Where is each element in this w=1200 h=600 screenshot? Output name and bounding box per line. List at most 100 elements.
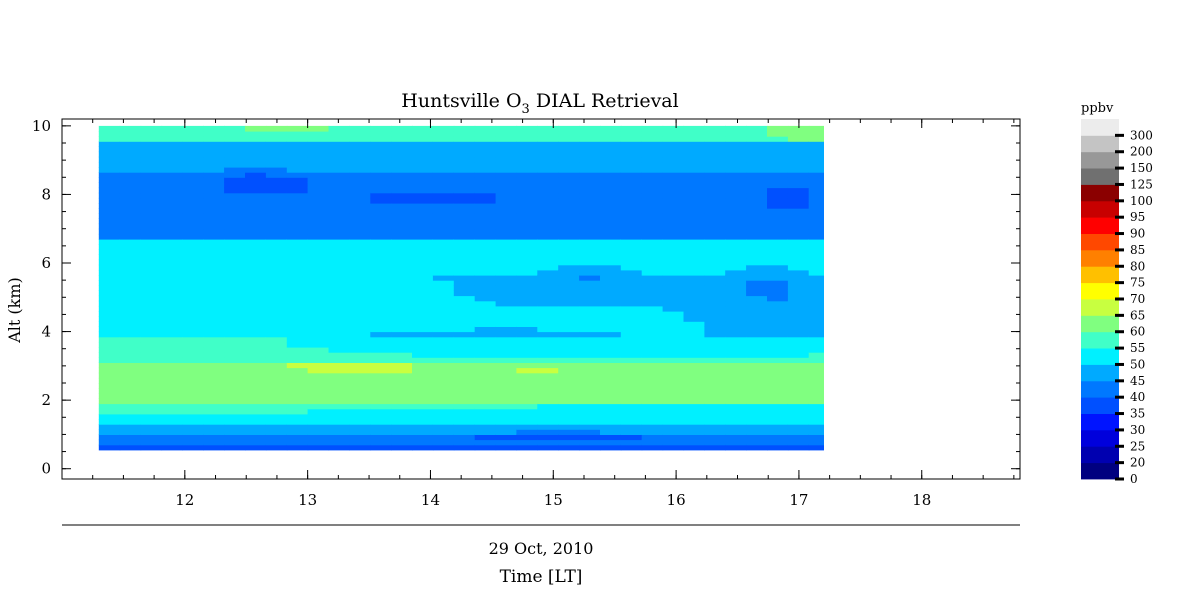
heatmap-cell: [203, 357, 225, 363]
heatmap-cell: [140, 182, 163, 189]
heatmap-cell: [224, 367, 246, 374]
heatmap-cell: [495, 403, 518, 410]
heatmap-cell: [161, 213, 183, 219]
heatmap-cell: [453, 321, 476, 327]
heatmap-cell: [704, 275, 726, 281]
heatmap-cell: [432, 413, 455, 420]
heatmap-cell: [787, 285, 810, 291]
heatmap-cell: [161, 444, 183, 451]
heatmap-cell: [474, 383, 497, 389]
heatmap-cell: [558, 228, 580, 235]
heatmap-cell: [140, 331, 163, 338]
heatmap-cell: [307, 367, 330, 374]
heatmap-cell: [245, 167, 267, 173]
heatmap-cell: [224, 187, 246, 194]
heatmap-cell: [391, 434, 413, 441]
heatmap-cell: [224, 372, 246, 379]
heatmap-cell: [683, 367, 705, 374]
heatmap-cell: [224, 125, 246, 132]
heatmap-cell: [328, 347, 350, 353]
heatmap-cell: [140, 413, 163, 420]
heatmap-cell: [98, 316, 121, 322]
heatmap-cell: [203, 295, 225, 302]
heatmap-cell: [224, 434, 246, 441]
heatmap-cell: [453, 341, 476, 348]
heatmap-cell: [641, 264, 664, 271]
heatmap-cell: [391, 228, 413, 235]
y-axis-label: Alt (km): [5, 277, 24, 344]
heatmap-cell: [808, 300, 824, 307]
heatmap-cell: [474, 187, 497, 194]
heatmap-cell: [808, 388, 824, 394]
heatmap-cell: [579, 408, 601, 415]
heatmap-cell: [787, 244, 810, 250]
heatmap-cell: [370, 398, 392, 405]
heatmap-cell: [537, 424, 559, 430]
heatmap-cell: [391, 254, 413, 261]
heatmap-cell: [98, 336, 121, 343]
heatmap-cell: [140, 172, 163, 178]
heatmap-cell: [662, 444, 685, 451]
heatmap-cell: [349, 336, 371, 343]
heatmap-cell: [412, 233, 434, 240]
heatmap-cell: [683, 167, 705, 173]
heatmap-cell: [286, 424, 309, 430]
heatmap-cell: [349, 141, 371, 147]
heatmap-cell: [224, 398, 246, 405]
heatmap-cell: [808, 177, 824, 183]
heatmap-cell: [349, 305, 371, 312]
heatmap-cell: [203, 233, 225, 240]
heatmap-cell: [808, 244, 824, 250]
heatmap-cell: [224, 197, 246, 204]
heatmap-cell: [600, 316, 622, 322]
heatmap-cell: [265, 290, 288, 297]
heatmap-cell: [224, 218, 246, 225]
heatmap-cell: [579, 228, 601, 235]
heatmap-cell: [767, 213, 789, 219]
heatmap-cell: [662, 434, 685, 441]
heatmap-cell: [412, 285, 434, 291]
heatmap-cell: [412, 203, 434, 209]
heatmap-cell: [746, 203, 768, 209]
heatmap-cell: [203, 223, 225, 230]
heatmap-cell: [161, 259, 183, 266]
heatmap-cell: [224, 424, 246, 430]
heatmap-cell: [453, 444, 476, 451]
heatmap-cell: [453, 203, 476, 209]
heatmap-cell: [98, 357, 121, 363]
heatmap-cell: [98, 239, 121, 245]
heatmap-cell: [98, 259, 121, 266]
heatmap-cell: [453, 372, 476, 379]
heatmap-cell: [620, 203, 643, 209]
heatmap-cell: [98, 444, 121, 451]
heatmap-cell: [495, 331, 518, 338]
heatmap-cell: [307, 239, 330, 245]
heatmap-cell: [683, 187, 705, 194]
heatmap-cell: [265, 295, 288, 302]
heatmap-cell: [432, 311, 455, 317]
heatmap-cell: [328, 377, 350, 384]
heatmap-cell: [432, 244, 455, 250]
heatmap-cell: [620, 285, 643, 291]
heatmap-cell: [683, 377, 705, 384]
heatmap-cell: [224, 136, 246, 142]
heatmap-cell: [119, 336, 142, 343]
heatmap-cell: [641, 285, 664, 291]
heatmap-cell: [349, 208, 371, 214]
heatmap-cell: [349, 311, 371, 317]
heatmap-cell: [579, 249, 601, 255]
heatmap-cell: [119, 280, 142, 286]
heatmap-cell: [641, 300, 664, 307]
heatmap-cell: [245, 408, 267, 415]
heatmap-cell: [558, 383, 580, 389]
heatmap-cell: [245, 403, 267, 410]
heatmap-cell: [412, 347, 434, 353]
heatmap-cell: [704, 167, 726, 173]
heatmap-cell: [349, 372, 371, 379]
heatmap-cell: [808, 203, 824, 209]
heatmap-cell: [224, 167, 246, 173]
heatmap-cell: [808, 434, 824, 441]
heatmap-cell: [265, 146, 288, 153]
heatmap-cell: [265, 244, 288, 250]
heatmap-cell: [808, 167, 824, 173]
